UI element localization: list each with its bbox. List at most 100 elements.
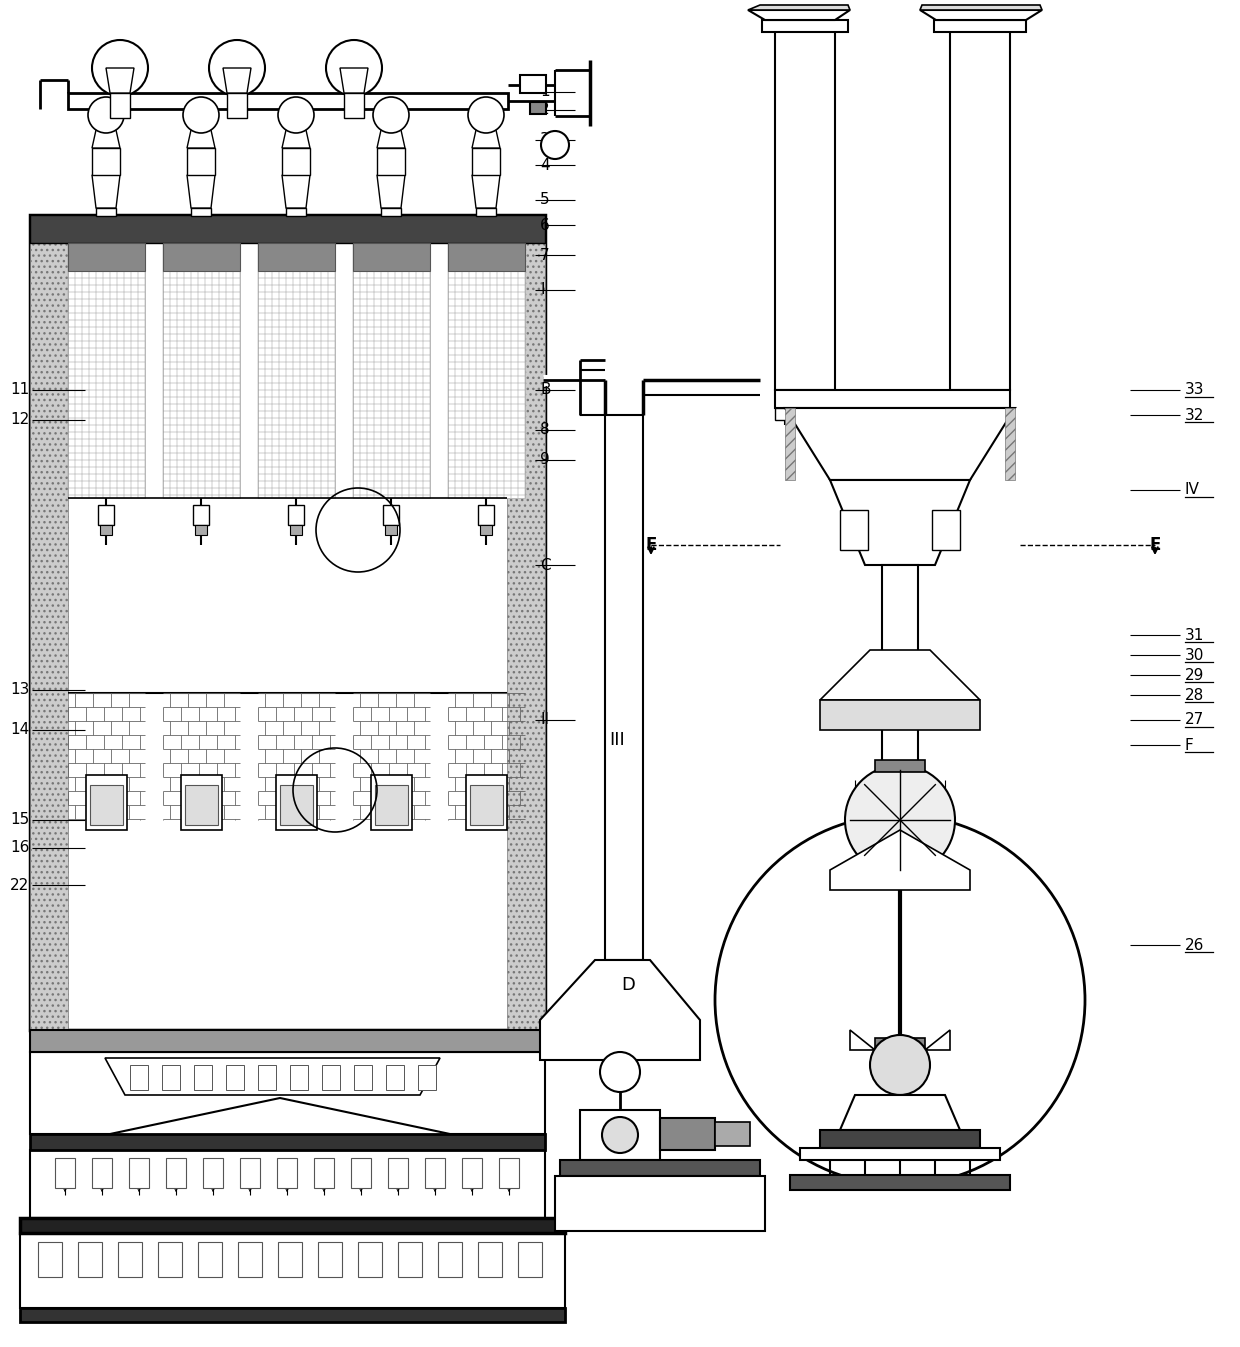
- Bar: [288, 505, 304, 525]
- Bar: [78, 1242, 102, 1277]
- Bar: [30, 1134, 546, 1150]
- Bar: [118, 1242, 143, 1277]
- Polygon shape: [539, 960, 701, 1060]
- Bar: [203, 1158, 223, 1188]
- Text: 3: 3: [539, 132, 549, 148]
- Bar: [384, 525, 397, 535]
- Bar: [145, 242, 162, 498]
- Bar: [383, 505, 399, 525]
- Bar: [335, 242, 353, 498]
- Bar: [195, 525, 207, 535]
- Bar: [286, 207, 306, 216]
- Bar: [875, 1039, 925, 1051]
- Bar: [1004, 408, 1016, 480]
- Bar: [353, 1065, 372, 1090]
- Text: 29: 29: [1185, 668, 1204, 683]
- Bar: [241, 1158, 260, 1188]
- Bar: [322, 1065, 340, 1090]
- Polygon shape: [30, 1052, 546, 1134]
- Text: 11: 11: [10, 383, 30, 397]
- Text: D: D: [621, 977, 635, 994]
- Bar: [775, 391, 1011, 408]
- Text: 15: 15: [10, 812, 30, 827]
- Bar: [934, 20, 1025, 32]
- Bar: [68, 242, 145, 498]
- Polygon shape: [223, 67, 250, 93]
- Polygon shape: [105, 67, 134, 93]
- Text: IV: IV: [1185, 482, 1200, 497]
- Text: 31: 31: [1185, 628, 1204, 643]
- Bar: [157, 1242, 182, 1277]
- Bar: [290, 1065, 308, 1090]
- Polygon shape: [340, 67, 368, 93]
- Bar: [314, 1158, 334, 1188]
- Bar: [374, 785, 408, 824]
- Bar: [560, 1160, 760, 1176]
- Text: C: C: [539, 558, 551, 572]
- Bar: [715, 1122, 750, 1146]
- Text: B: B: [539, 383, 551, 397]
- Bar: [882, 564, 918, 845]
- Bar: [790, 1175, 1011, 1189]
- Bar: [556, 1176, 765, 1231]
- Text: 8: 8: [539, 423, 549, 438]
- Text: I: I: [539, 283, 544, 298]
- Bar: [466, 775, 507, 830]
- Bar: [418, 1065, 436, 1090]
- Bar: [381, 207, 401, 216]
- Polygon shape: [820, 651, 980, 700]
- Bar: [763, 20, 848, 32]
- Bar: [30, 216, 546, 1030]
- Bar: [440, 1052, 515, 1134]
- Bar: [480, 525, 492, 535]
- Bar: [520, 75, 546, 93]
- Text: 6: 6: [539, 217, 549, 233]
- Polygon shape: [92, 131, 120, 148]
- Bar: [100, 525, 112, 535]
- Bar: [932, 511, 960, 550]
- Bar: [241, 242, 258, 498]
- Text: 12: 12: [10, 412, 30, 427]
- Bar: [198, 1242, 222, 1277]
- Bar: [470, 785, 503, 824]
- Bar: [820, 1130, 980, 1148]
- Bar: [258, 242, 335, 498]
- Bar: [377, 148, 405, 175]
- Bar: [238, 1242, 262, 1277]
- Bar: [258, 242, 335, 271]
- Text: 2: 2: [539, 102, 549, 117]
- Bar: [775, 408, 1011, 420]
- Bar: [278, 1242, 303, 1277]
- Text: III: III: [609, 731, 625, 749]
- Polygon shape: [849, 1030, 950, 1070]
- Text: 16: 16: [10, 841, 30, 855]
- Bar: [191, 207, 211, 216]
- Bar: [785, 408, 795, 480]
- Bar: [800, 1148, 999, 1160]
- Polygon shape: [839, 1095, 960, 1130]
- Polygon shape: [281, 175, 310, 207]
- Bar: [351, 1158, 371, 1188]
- Polygon shape: [820, 700, 980, 730]
- Bar: [92, 1158, 112, 1188]
- Circle shape: [601, 1117, 639, 1153]
- Circle shape: [210, 40, 265, 96]
- Polygon shape: [830, 830, 970, 890]
- Polygon shape: [377, 131, 405, 148]
- Bar: [130, 1065, 148, 1090]
- Text: E: E: [645, 536, 657, 554]
- Bar: [353, 242, 430, 498]
- Text: 9: 9: [539, 453, 549, 467]
- Polygon shape: [472, 175, 500, 207]
- Bar: [30, 242, 68, 1030]
- Bar: [281, 148, 310, 175]
- Bar: [162, 1065, 180, 1090]
- Bar: [476, 207, 496, 216]
- Bar: [91, 785, 123, 824]
- Polygon shape: [377, 175, 405, 207]
- Circle shape: [92, 40, 148, 96]
- Text: 27: 27: [1185, 713, 1204, 727]
- Text: 33: 33: [1185, 383, 1204, 397]
- Bar: [110, 93, 130, 119]
- Text: 5: 5: [539, 193, 549, 207]
